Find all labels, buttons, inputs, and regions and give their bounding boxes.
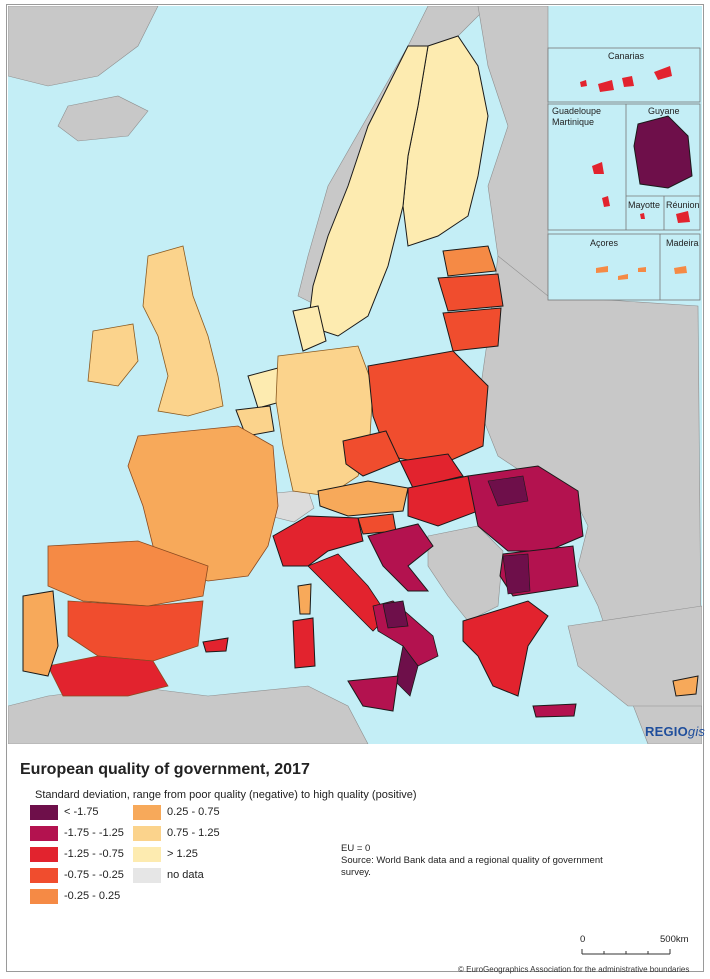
legend-swatch <box>30 867 58 883</box>
legend-label: -0.75 - -0.25 <box>64 869 124 881</box>
legend-swatch <box>30 846 58 862</box>
region-spain-centre <box>67 600 204 662</box>
non-eu-land-iceland <box>57 95 149 142</box>
legend-item: 0.25 - 0.75 <box>133 804 220 820</box>
legend-swatch <box>133 804 161 820</box>
region-romania-ne <box>487 475 529 507</box>
inset-label-madeira: Madeira <box>666 238 699 248</box>
legend-label: 0.75 - 1.25 <box>167 827 220 839</box>
legend-swatch <box>30 804 58 820</box>
inset-label-acores: Açores <box>590 238 619 248</box>
region-latvia <box>437 273 504 312</box>
region-lithuania <box>442 307 502 352</box>
legend-label: < -1.75 <box>64 806 99 818</box>
inset-acores-madeira: Açores Madeira <box>547 233 701 301</box>
regiogis-logo: REGIOgis <box>645 724 705 739</box>
region-croatia <box>367 523 434 592</box>
region-crete <box>532 703 577 718</box>
region-belgium <box>235 405 275 437</box>
legend-item: -1.25 - -0.75 <box>30 846 124 862</box>
legend-item: -0.75 - -0.25 <box>30 867 124 883</box>
legend-item: > 1.25 <box>133 846 198 862</box>
region-hungary <box>407 475 479 527</box>
inset-label-canarias: Canarias <box>608 51 645 61</box>
scale-zero-label: 0 <box>580 934 586 945</box>
map-title: European quality of government, 2017 <box>20 761 310 778</box>
legend-swatch <box>133 846 161 862</box>
region-slovakia <box>399 453 464 489</box>
region-bulgaria-w <box>502 553 531 595</box>
legend-label: -1.25 - -0.75 <box>64 848 124 860</box>
region-uk <box>142 245 224 417</box>
non-eu-land-turkey <box>567 605 702 707</box>
region-calabria <box>395 645 419 697</box>
legend-label: 0.25 - 0.75 <box>167 806 220 818</box>
legend-label: -0.25 - 0.25 <box>64 890 121 902</box>
eu-baseline-note: EU = 0 <box>341 843 371 854</box>
region-balearics <box>202 637 229 653</box>
map-notes: EU = 0 Source: World Bank data and a reg… <box>341 843 621 879</box>
map-subtitle: Standard deviation, range from poor qual… <box>35 789 417 801</box>
region-portugal <box>22 590 59 677</box>
scale-bar-line <box>581 949 671 955</box>
legend-label: > 1.25 <box>167 848 198 860</box>
copyright-note: © EuroGeographics Association for the ad… <box>458 965 690 974</box>
inset-label-guyane: Guyane <box>648 106 680 116</box>
legend-swatch <box>133 867 161 883</box>
legend-label: no data <box>167 869 204 881</box>
scale-max-label: 500km <box>660 934 689 945</box>
logo-suffix-text: gis <box>687 724 706 739</box>
region-germany <box>275 345 374 497</box>
scale-unit: km <box>675 934 689 945</box>
region-italy-north <box>272 515 364 567</box>
legend-swatch <box>30 888 58 904</box>
logo-main-text: REGIO <box>645 724 688 739</box>
region-poland <box>367 350 489 467</box>
non-eu-land-greenland-iceland <box>8 6 159 87</box>
region-cyprus <box>672 675 699 697</box>
region-sicily <box>347 675 399 712</box>
inset-label-martinique: Martinique <box>552 117 594 127</box>
map-frame <box>6 4 704 972</box>
inset-label-mayotte: Mayotte <box>628 200 660 210</box>
region-campania <box>382 600 409 629</box>
legend-item: -1.75 - -1.25 <box>30 825 124 841</box>
legend-swatch <box>133 825 161 841</box>
region-sardinia <box>292 617 316 669</box>
legend-item: -0.25 - 0.25 <box>30 888 120 904</box>
scale-max-value: 500 <box>660 934 676 945</box>
region-spain-north <box>47 540 209 607</box>
legend-item: < -1.75 <box>30 804 99 820</box>
region-sweden <box>307 45 429 337</box>
legend-item: 0.75 - 1.25 <box>133 825 220 841</box>
scale-bar: 0 500km <box>578 934 698 956</box>
region-czechia <box>342 430 401 477</box>
region-denmark <box>292 305 327 352</box>
region-france <box>127 425 279 582</box>
legend-panel: European quality of government, 2017 Sta… <box>8 746 702 974</box>
region-austria <box>317 480 409 517</box>
region-estonia <box>442 245 497 277</box>
inset-label-reunion: Réunion <box>666 200 700 210</box>
inset-label-guadeloupe: Guadeloupe <box>552 106 601 116</box>
region-corsica <box>297 583 312 615</box>
legend-swatch <box>30 825 58 841</box>
choropleth-map: Canarias Guadeloupe Martinique Guyane Ma… <box>8 6 702 744</box>
region-ireland <box>87 323 139 387</box>
non-eu-land-balkans <box>427 525 504 622</box>
legend-label: -1.75 - -1.25 <box>64 827 124 839</box>
legend-item: no data <box>133 867 204 883</box>
inset-canarias: Canarias <box>547 47 701 103</box>
source-note: Source: World Bank data and a regional q… <box>341 855 603 878</box>
region-spain-south <box>47 655 169 697</box>
region-greece <box>462 600 549 697</box>
inset-overseas: Guadeloupe Martinique Guyane Mayotte Réu… <box>547 103 701 231</box>
